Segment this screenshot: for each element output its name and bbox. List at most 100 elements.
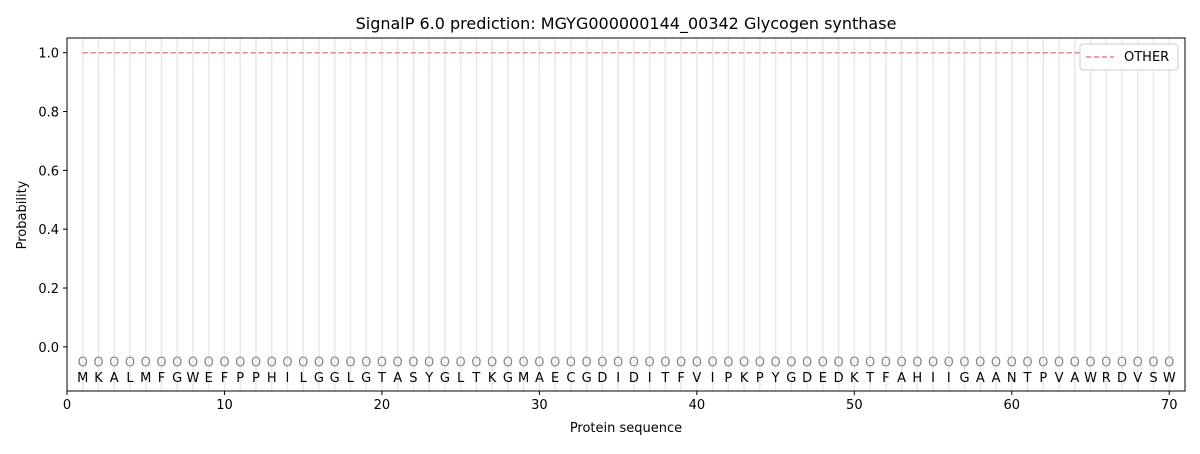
residue-state-marker: O <box>188 356 198 371</box>
residue-label: E <box>205 371 213 386</box>
residue-state-marker: O <box>471 356 481 371</box>
residue-state-marker: O <box>93 356 103 371</box>
plot-frame <box>66 37 1186 392</box>
residue-label: L <box>126 371 134 386</box>
residue-label: H <box>267 371 277 386</box>
residue-label: A <box>897 371 906 386</box>
residue-label: D <box>1117 371 1127 386</box>
residue-state-marker: O <box>141 356 151 371</box>
residue-state-marker: O <box>1007 356 1017 371</box>
residue-label: F <box>677 371 684 386</box>
residue-label: G <box>440 371 450 386</box>
legend-box <box>1079 43 1179 71</box>
residue-label: T <box>865 371 874 386</box>
residue-label: K <box>94 371 103 386</box>
residue-state-marker: O <box>739 356 749 371</box>
residue-label: G <box>582 371 592 386</box>
x-axis-label: Protein sequence <box>570 421 682 436</box>
residue-state-marker: O <box>723 356 733 371</box>
residue-label: D <box>834 371 844 386</box>
residue-state-marker: O <box>975 356 985 371</box>
residue-label: I <box>286 371 290 386</box>
residue-label: G <box>314 371 324 386</box>
residue-state-marker: O <box>597 356 607 371</box>
residue-label: V <box>1055 371 1064 386</box>
residue-label: R <box>1102 371 1111 386</box>
residue-label: T <box>377 371 386 386</box>
residue-label: A <box>110 371 119 386</box>
residue-state-marker: O <box>534 356 544 371</box>
residue-label: G <box>960 371 970 386</box>
y-tick-label: 0.2 <box>38 282 59 297</box>
residue-state-marker: O <box>1117 356 1127 371</box>
residue-label: P <box>252 371 260 386</box>
residue-state-marker: O <box>109 356 119 371</box>
residue-state-marker: O <box>849 356 859 371</box>
residue-state-marker: O <box>172 356 182 371</box>
residue-label: A <box>992 371 1001 386</box>
residue-state-marker: O <box>251 356 261 371</box>
residue-state-marker: O <box>959 356 969 371</box>
residue-state-marker: O <box>267 356 277 371</box>
residue-label: W <box>1084 371 1097 386</box>
residue-label: K <box>740 371 749 386</box>
residue-state-marker: O <box>345 356 355 371</box>
residue-state-marker: O <box>865 356 875 371</box>
residue-label: A <box>1070 371 1079 386</box>
residue-state-marker: O <box>802 356 812 371</box>
residue-label: D <box>629 371 639 386</box>
residue-label: L <box>347 371 355 386</box>
residue-label: S <box>409 371 417 386</box>
residue-state-marker: O <box>928 356 938 371</box>
residue-state-marker: O <box>676 356 686 371</box>
residue-label: G <box>330 371 340 386</box>
residue-label: G <box>361 371 371 386</box>
residue-label: I <box>616 371 620 386</box>
x-tick-label: 70 <box>1161 398 1178 413</box>
residue-state-marker: O <box>707 356 717 371</box>
residue-state-marker: O <box>582 356 592 371</box>
residue-label: E <box>551 371 559 386</box>
residue-label: G <box>786 371 796 386</box>
residue-label: M <box>140 371 151 386</box>
residue-state-marker: O <box>125 356 135 371</box>
residue-state-marker: O <box>770 356 780 371</box>
residue-label: D <box>597 371 607 386</box>
residue-state-marker: O <box>566 356 576 371</box>
residue-state-marker: O <box>629 356 639 371</box>
x-tick-label: 50 <box>846 398 863 413</box>
residue-state-marker: O <box>818 356 828 371</box>
residue-label: G <box>503 371 513 386</box>
residue-label: P <box>756 371 764 386</box>
residue-state-marker: O <box>393 356 403 371</box>
residue-state-marker: O <box>1070 356 1080 371</box>
residue-label: N <box>1007 371 1017 386</box>
residue-state-marker: O <box>487 356 497 371</box>
residue-state-marker: O <box>692 356 702 371</box>
residue-state-marker: O <box>896 356 906 371</box>
residue-state-marker: O <box>1038 356 1048 371</box>
residue-state-marker: O <box>503 356 513 371</box>
residue-label: T <box>660 371 669 386</box>
residue-label: P <box>1039 371 1047 386</box>
residue-state-marker: O <box>881 356 891 371</box>
residue-label: W <box>187 371 200 386</box>
y-tick-label: 1.0 <box>38 47 59 62</box>
residue-state-marker: O <box>424 356 434 371</box>
legend: OTHER <box>1079 43 1179 71</box>
residue-label: W <box>1163 371 1176 386</box>
residue-label: L <box>457 371 465 386</box>
residue-label: S <box>1149 371 1157 386</box>
residue-label: A <box>976 371 985 386</box>
residue-state-marker: O <box>219 356 229 371</box>
x-tick-label: 20 <box>374 398 391 413</box>
residue-state-marker: O <box>645 356 655 371</box>
x-tick-label: 30 <box>531 398 548 413</box>
residue-state-marker: O <box>408 356 418 371</box>
residue-state-marker: O <box>786 356 796 371</box>
residue-state-marker: O <box>235 356 245 371</box>
y-tick-label: 0.8 <box>38 106 59 121</box>
residue-label: V <box>692 371 701 386</box>
